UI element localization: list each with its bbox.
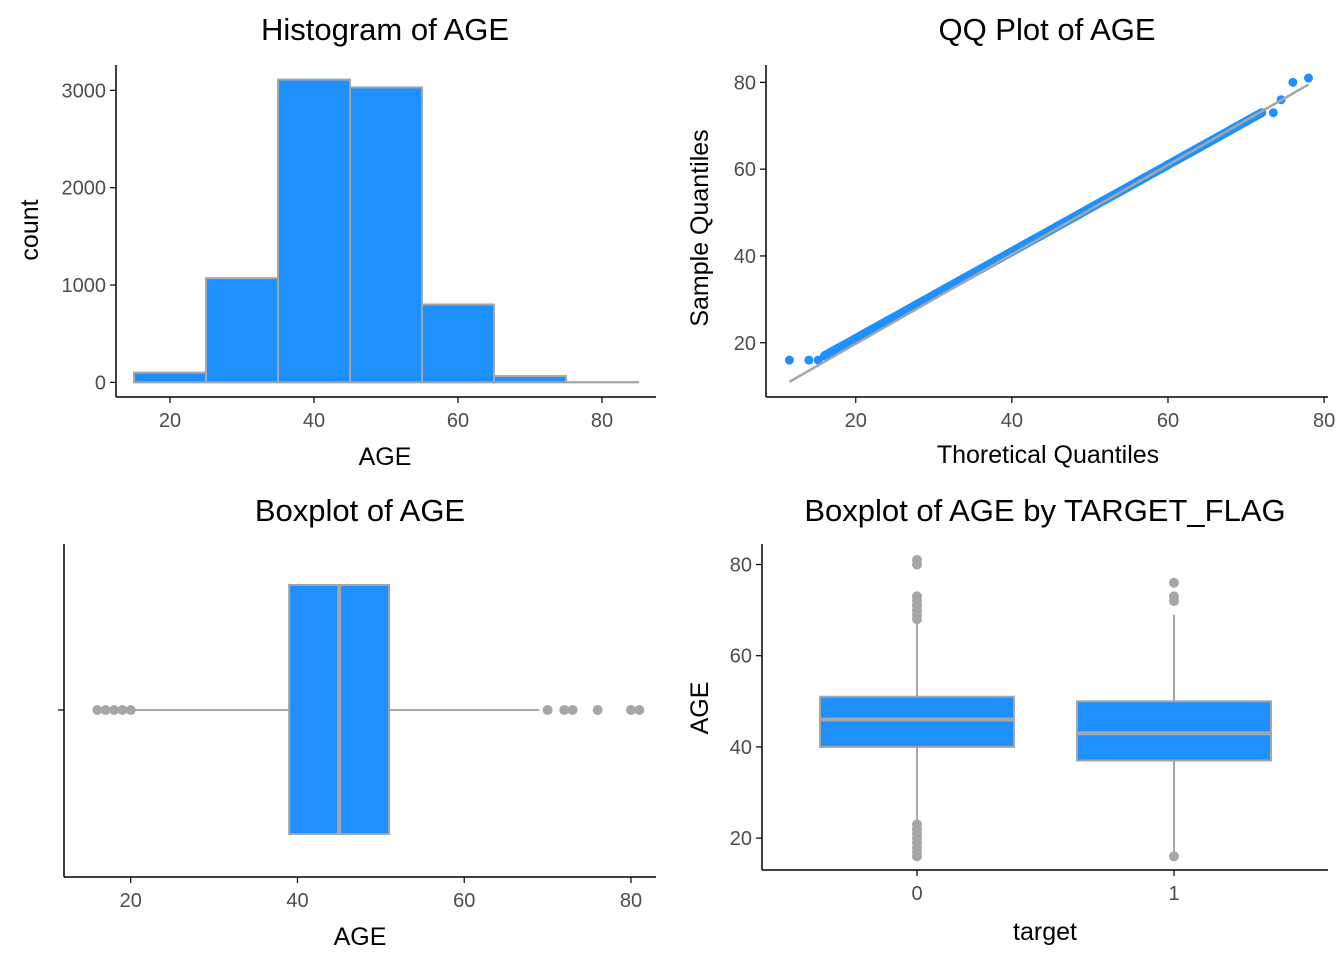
grouped-boxplot-axes: 0 1 20 40 60 80: [730, 544, 1328, 905]
grouped-boxplot-outlier-1-3: [1169, 577, 1179, 588]
histogram-bar-3: [349, 86, 423, 384]
qq-ylabel: Sample Quantiles: [686, 129, 714, 326]
grouped-boxplot-outlier-0-15: [912, 554, 922, 565]
histogram-ytick-label: 3000: [62, 80, 107, 102]
qq-ytick-label: 20: [734, 333, 756, 355]
boxplot-outlier-1: [100, 705, 111, 715]
boxplot-xtick-label: 60: [453, 890, 475, 912]
qq-xlabel: Thoretical Quantiles: [937, 441, 1159, 469]
qq-point-36: [1288, 77, 1298, 87]
qq-point-1: [804, 355, 814, 365]
boxplot-outlier-3: [117, 705, 128, 715]
grouped-boxplot-xlabel: target: [1013, 918, 1077, 946]
histogram-xtick-label: 60: [447, 410, 469, 432]
qq-marks: [784, 73, 1313, 383]
boxplot-xtick-label: 20: [120, 890, 142, 912]
grouped-boxplot-ylabel: AGE: [686, 682, 714, 735]
boxplot-outlier-8: [592, 705, 603, 715]
qq-point-0: [784, 355, 794, 365]
grouped-boxplot-marks: [819, 554, 1272, 862]
grouped-boxplot-outlier-1-0: [1169, 851, 1179, 862]
boxplot-outlier-9: [625, 705, 636, 715]
qq-xtick-label: 20: [845, 410, 867, 432]
qq-xtick-label: 60: [1157, 410, 1179, 432]
qq-title: QQ Plot of AGE: [938, 12, 1155, 47]
grouped-boxplot-box-1: [1076, 700, 1272, 762]
qq-point-34: [1268, 108, 1278, 118]
qq-point-37: [1303, 73, 1313, 83]
qq-axes: 20 40 60 80 20 40 60 80: [734, 65, 1335, 432]
grouped-boxplot-outlier-0-7: [912, 819, 922, 830]
qq-point-6: [843, 338, 853, 348]
boxplot-outlier-5: [542, 705, 553, 715]
boxplot-xtick-label: 80: [620, 890, 642, 912]
grouped-boxplot-ytick-label: 80: [730, 555, 752, 577]
histogram-xlabel: AGE: [359, 443, 412, 471]
boxplot-outlier-0: [92, 705, 103, 715]
grouped-boxplot-xtick-label: 1: [1168, 883, 1179, 905]
qq-xtick-label: 80: [1313, 410, 1335, 432]
grouped-boxplot-ytick-label: 60: [730, 646, 752, 668]
qq-panel: QQ Plot of AGE Thoretical Quantiles Samp…: [686, 12, 1335, 469]
boxplot-xtick-label: 40: [286, 890, 308, 912]
histogram-bar-5: [493, 375, 567, 384]
histogram-bars: [133, 78, 639, 384]
histogram-bar-2: [277, 78, 351, 384]
histogram-title: Histogram of AGE: [261, 12, 509, 47]
histogram-ylabel: count: [16, 199, 44, 260]
qq-reference-line: [788, 83, 1310, 383]
grouped-boxplot-xtick-label: 0: [911, 883, 922, 905]
boxplot-panel: Boxplot of AGE AGE 20 40 60 80: [58, 493, 656, 951]
grouped-boxplot-ytick-label: 20: [730, 828, 752, 850]
boxplot-title: Boxplot of AGE: [255, 493, 465, 528]
qq-point-2: [813, 355, 823, 365]
qq-point-7: [851, 333, 861, 343]
histogram-ytick-label: 0: [95, 372, 106, 394]
boxplot-marks: [92, 584, 645, 835]
grouped-boxplot-box-0: [819, 695, 1015, 748]
histogram-bar-4: [421, 303, 495, 384]
qq-ytick-label: 80: [734, 72, 756, 94]
qq-point-3: [820, 351, 830, 361]
histogram-ytick-label: 1000: [62, 275, 107, 297]
grouped-boxplot-outlier-1-2: [1169, 591, 1179, 602]
grouped-boxplot-title: Boxplot of AGE by TARGET_FLAG: [804, 493, 1285, 528]
grouped-boxplot-outlier-0-13: [912, 591, 922, 602]
histogram-panel: Histogram of AGE AGE count 20 40 60 80 0 1000…: [16, 12, 656, 471]
grouped-boxplot-panel: Boxplot of AGE by TARGET_FLAG target AGE…: [686, 493, 1328, 946]
histogram-xtick-label: 80: [591, 410, 613, 432]
boxplot-axes: 20 40 60 80: [58, 544, 656, 912]
boxplot-outlier-10: [634, 705, 645, 715]
histogram-xtick-label: 40: [303, 410, 325, 432]
qq-point-5: [835, 342, 845, 352]
boxplot-outlier-4: [125, 705, 136, 715]
histogram-bar-1: [205, 277, 279, 384]
qq-ytick-label: 60: [734, 159, 756, 181]
qq-point-8: [866, 325, 876, 335]
histogram-bar-0: [133, 371, 207, 384]
histogram-ytick-label: 2000: [62, 178, 107, 200]
histogram-axes: 20 40 60 80 0 1000 2000 3000: [62, 65, 656, 432]
boxplot-outlier-7: [567, 705, 578, 715]
qq-point-4: [827, 346, 837, 356]
histogram-xtick-label: 20: [159, 410, 181, 432]
qq-ytick-label: 40: [734, 246, 756, 268]
boxplot-xlabel: AGE: [334, 923, 387, 951]
boxplot-outlier-2: [109, 705, 120, 715]
grouped-boxplot-ytick-label: 40: [730, 737, 752, 759]
boxplot-outlier-6: [559, 705, 570, 715]
qq-xtick-label: 40: [1001, 410, 1023, 432]
